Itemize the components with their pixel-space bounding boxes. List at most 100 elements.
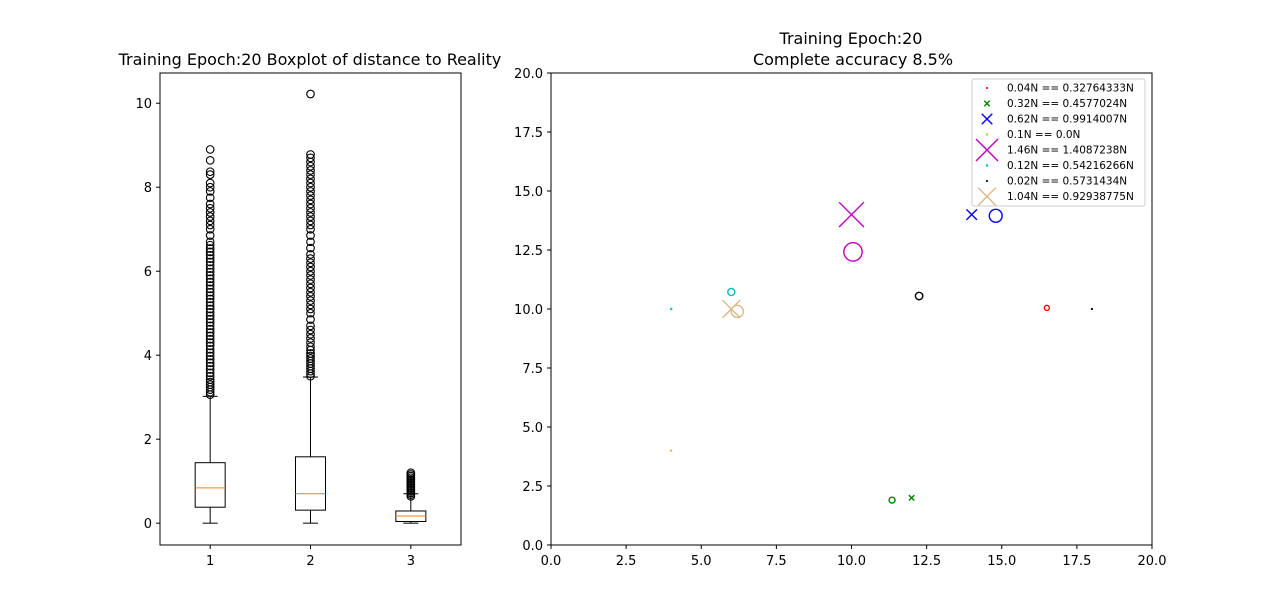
scatter-legend-box bbox=[971, 78, 1146, 207]
scatter-legend-marker bbox=[977, 187, 997, 206]
scatter-title: Training Epoch:20 bbox=[779, 29, 923, 48]
boxplot-outlier bbox=[306, 216, 315, 226]
boxplot-box bbox=[194, 462, 226, 508]
boxplot-outlier bbox=[306, 89, 315, 99]
boxplot-outlier bbox=[205, 231, 215, 240]
boxplot-outlier bbox=[306, 296, 315, 305]
boxplot-outlier bbox=[306, 287, 315, 297]
boxplot-outlier bbox=[205, 284, 215, 294]
boxplot-outlier bbox=[306, 300, 315, 310]
scatter-y-axis: 0.0 2.5 5.0 7.5 10.0 12.5 15.0 17.5 20.0 bbox=[514, 67, 551, 554]
boxplot-outlier bbox=[306, 231, 315, 240]
scatter-x-marker bbox=[908, 494, 915, 502]
boxplot-outlier bbox=[205, 287, 215, 297]
boxplot-outlier bbox=[205, 314, 215, 324]
boxplot-outlier bbox=[205, 260, 215, 270]
boxplot-outlier bbox=[205, 237, 215, 247]
boxplot-marks bbox=[194, 89, 427, 524]
boxplot-outlier bbox=[205, 220, 215, 230]
boxplot-outlier bbox=[306, 182, 315, 192]
scatter-legend-marker bbox=[985, 86, 989, 90]
boxplot-y-tick-label: 6 bbox=[144, 265, 152, 280]
boxplot-outlier bbox=[205, 324, 215, 334]
boxplot-outlier bbox=[205, 257, 215, 267]
boxplot-chart: Training Epoch:20 Boxplot of distance to… bbox=[118, 50, 502, 569]
boxplot-outlier bbox=[205, 321, 215, 331]
boxplot-outlier bbox=[205, 145, 215, 154]
scatter-legend-label: 0.02N == 0.5731434N bbox=[1007, 176, 1127, 188]
scatter-y-tick-label: 10.0 bbox=[514, 303, 543, 318]
boxplot-outlier bbox=[205, 193, 215, 203]
scatter-legend: 0.04N == 0.32764333N 0.32N == 0.4577024N 0… bbox=[971, 78, 1146, 207]
scatter-x-marker bbox=[669, 449, 673, 452]
boxplot-outlier bbox=[205, 250, 215, 260]
boxplot-outlier bbox=[306, 342, 315, 352]
scatter-x-axis: 0.0 2.5 5.0 7.5 10.0 12.5 15.0 17.5 20.0 bbox=[541, 545, 1166, 569]
scatter-x-tick-label: 5.0 bbox=[691, 554, 712, 569]
boxplot-outlier bbox=[306, 195, 315, 205]
boxplot-outlier bbox=[205, 334, 215, 344]
boxplot-outlier bbox=[306, 329, 315, 339]
scatter-x-tick-label: 10.0 bbox=[837, 554, 866, 569]
boxplot-outlier bbox=[306, 174, 315, 184]
boxplot-outlier bbox=[306, 266, 315, 276]
boxplot-outlier bbox=[205, 291, 215, 300]
boxplot-outlier bbox=[306, 212, 315, 221]
boxplot-y-tick-label: 2 bbox=[144, 433, 152, 448]
boxplot-outlier bbox=[205, 271, 215, 280]
scatter-circle-marker bbox=[888, 496, 896, 504]
scatter-frame bbox=[550, 72, 1153, 546]
boxplot-outlier bbox=[205, 294, 215, 304]
boxplot-outlier bbox=[306, 191, 315, 200]
scatter-circle-marker bbox=[730, 304, 745, 319]
boxplot-y-tick-label: 4 bbox=[144, 349, 152, 364]
boxplot-outlier bbox=[205, 308, 215, 317]
scatter-x-tick-label: 12.5 bbox=[912, 554, 941, 569]
boxplot-outlier bbox=[205, 208, 215, 217]
scatter-legend-label: 0.32N == 0.4577024N bbox=[1007, 98, 1127, 110]
boxplot-outlier bbox=[205, 380, 215, 389]
boxplot-y-tick-label: 10 bbox=[135, 97, 152, 112]
scatter-legend-marker bbox=[975, 138, 999, 162]
scatter-legend-marker bbox=[985, 164, 989, 167]
boxplot-outlier bbox=[205, 297, 215, 307]
scatter-marks bbox=[669, 201, 1094, 504]
boxplot-frame bbox=[159, 72, 462, 546]
scatter-x-tick-label: 0.0 bbox=[541, 554, 562, 569]
scatter-x-marker bbox=[838, 201, 865, 228]
boxplot-outlier bbox=[306, 304, 315, 314]
scatter-legend-marker bbox=[981, 113, 993, 125]
boxplot-outlier bbox=[205, 365, 215, 374]
boxplot-outlier bbox=[205, 247, 215, 257]
scatter-legend-label: 0.04N == 0.32764333N bbox=[1007, 83, 1134, 95]
scatter-y-tick-label: 7.5 bbox=[522, 362, 543, 377]
scatter-circle-marker bbox=[1043, 304, 1051, 312]
boxplot-outlier bbox=[205, 377, 215, 387]
boxplot-outlier bbox=[306, 237, 315, 247]
boxplot-outlier bbox=[306, 161, 315, 171]
scatter-chart: Training Epoch:20 Complete accuracy 8.5%… bbox=[514, 29, 1166, 569]
boxplot-outlier bbox=[306, 279, 315, 289]
scatter-y-tick-label: 15.0 bbox=[514, 185, 543, 200]
boxplot-x-tick-label: 3 bbox=[407, 554, 415, 569]
scatter-y-tick-label: 5.0 bbox=[522, 421, 543, 436]
scatter-legend-label: 1.46N == 1.4087238N bbox=[1007, 145, 1127, 157]
boxplot-outlier bbox=[306, 153, 315, 163]
boxplot-outlier bbox=[205, 267, 215, 277]
scatter-legend-label: 0.1N == 0.0N bbox=[1007, 129, 1080, 141]
boxplot-y-tick-label: 8 bbox=[144, 181, 152, 196]
boxplot-outlier bbox=[306, 187, 315, 196]
boxplot-outlier bbox=[205, 216, 215, 226]
boxplot-outlier bbox=[205, 155, 215, 165]
boxplot-y-axis: 0 2 4 6 8 10 bbox=[135, 97, 160, 532]
boxplot-outlier bbox=[205, 371, 215, 381]
scatter-y-tick-label: 2.5 bbox=[522, 480, 543, 495]
boxplot-outlier bbox=[205, 178, 215, 188]
boxplot-outlier bbox=[205, 224, 215, 234]
boxplot-outlier bbox=[306, 203, 315, 213]
scatter-y-tick-label: 12.5 bbox=[514, 244, 543, 259]
boxplot-outlier bbox=[205, 274, 215, 284]
scatter-x-marker bbox=[1090, 307, 1094, 311]
boxplot-outlier bbox=[205, 338, 215, 347]
